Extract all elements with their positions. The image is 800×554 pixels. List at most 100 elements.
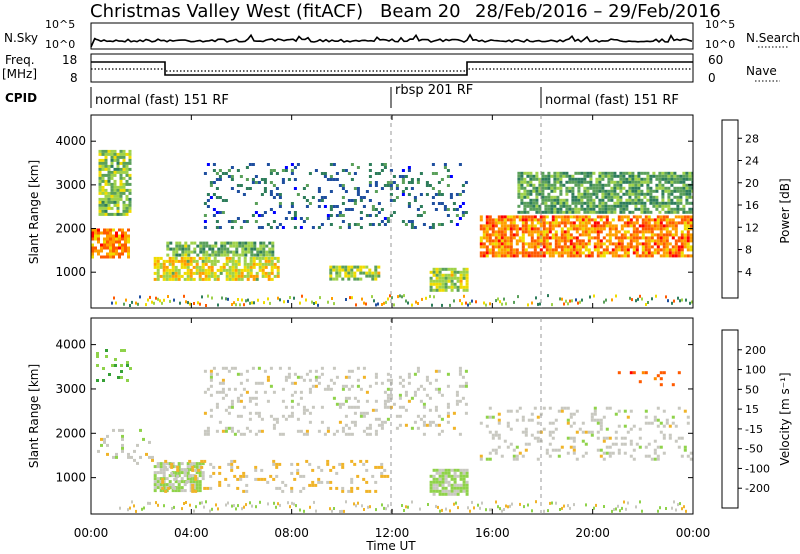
- heatmap-cell: [344, 208, 348, 211]
- heatmap-cell: [245, 299, 247, 303]
- heatmap-cell: [214, 241, 218, 245]
- heatmap-cell: [225, 268, 229, 272]
- heatmap-cell: [577, 189, 581, 193]
- heatmap-cell: [173, 298, 175, 302]
- heatmap-cell: [584, 230, 588, 234]
- heatmap-cell: [565, 189, 569, 193]
- heatmap-cell: [686, 221, 690, 225]
- heatmap-cell: [387, 504, 389, 508]
- heatmap-cell: [560, 248, 564, 252]
- heatmap-cell: [215, 172, 219, 175]
- heatmap-cell: [635, 245, 639, 249]
- heatmap-cell: [238, 241, 242, 245]
- heatmap-cell: [447, 276, 451, 280]
- heatmap-cell: [536, 242, 540, 246]
- heatmap-cell: [320, 468, 324, 472]
- heatmap-cell: [613, 508, 615, 511]
- heatmap-cell: [362, 265, 366, 269]
- heatmap-cell: [556, 186, 560, 190]
- heatmap-cell: [110, 155, 114, 159]
- heatmap-cell: [243, 505, 245, 509]
- heatmap-cell: [201, 265, 205, 269]
- heatmap-cell: [374, 268, 378, 272]
- heatmap-cell: [575, 239, 579, 243]
- heatmap-cell: [116, 155, 120, 159]
- heatmap-cell: [604, 207, 608, 211]
- heatmap-cell: [578, 224, 582, 228]
- heatmap-cell: [183, 262, 187, 266]
- heatmap-cell: [479, 454, 483, 458]
- heatmap-cell: [485, 424, 489, 428]
- heatmap-cell: [260, 193, 264, 196]
- heatmap-cell: [515, 215, 519, 219]
- heatmap-cell: [217, 250, 221, 254]
- heatmap-cell: [206, 432, 210, 436]
- heatmap-cell: [176, 474, 180, 478]
- heatmap-cell: [302, 408, 306, 412]
- heatmap-cell: [479, 236, 483, 240]
- heatmap-cell: [267, 502, 269, 506]
- heatmap-cell: [542, 221, 546, 225]
- heatmap-cell: [623, 251, 627, 255]
- heatmap-cell: [494, 218, 498, 222]
- heatmap-cell: [263, 477, 267, 481]
- heatmap-cell: [374, 489, 378, 493]
- heatmap-cell: [178, 244, 182, 248]
- heatmap-cell: [620, 227, 624, 231]
- heatmap-cell: [404, 408, 408, 412]
- heatmap-cell: [668, 221, 672, 225]
- heatmap-cell: [323, 175, 327, 178]
- heatmap-cell: [572, 251, 576, 255]
- heatmap-cell: [479, 245, 483, 249]
- heatmap-cell: [311, 196, 315, 199]
- heatmap-cell: [113, 296, 115, 300]
- heatmap-cell: [338, 211, 342, 214]
- heatmap-cell: [686, 230, 690, 234]
- heatmap-cell: [186, 274, 190, 278]
- heatmap-cell: [413, 390, 417, 394]
- heatmap-cell: [584, 221, 588, 225]
- heatmap-cell: [608, 242, 612, 246]
- heatmap-cell: [529, 180, 533, 184]
- heatmap-cell: [547, 183, 551, 187]
- heatmap-cell: [435, 477, 439, 481]
- heatmap-cell: [605, 224, 609, 228]
- heatmap-cell: [113, 173, 117, 177]
- heatmap-cell: [118, 255, 121, 259]
- heatmap-cell: [332, 178, 336, 181]
- heatmap-cell: [293, 502, 295, 506]
- heatmap-cell: [613, 186, 617, 190]
- heatmap-cell: [110, 158, 114, 162]
- heatmap-cell: [647, 301, 649, 304]
- heatmap-cell: [590, 418, 594, 422]
- heatmap-cell: [662, 254, 666, 258]
- heatmap-cell: [262, 250, 266, 254]
- heatmap-cell: [450, 279, 454, 283]
- heatmap-cell: [254, 181, 258, 184]
- heatmap-cell: [640, 189, 644, 193]
- heatmap-cell: [341, 384, 345, 388]
- colorbar-tick-label: 15: [745, 403, 759, 416]
- heatmap-cell: [106, 255, 109, 259]
- heatmap-cell: [443, 166, 447, 169]
- heatmap-cell: [329, 214, 333, 217]
- heatmap-cell: [511, 502, 513, 506]
- heatmap-cell: [509, 254, 513, 258]
- heatmap-cell: [106, 434, 109, 438]
- heatmap-cell: [305, 372, 309, 376]
- heatmap-cell: [254, 402, 258, 406]
- heatmap-cell: [201, 471, 205, 475]
- heatmap-cell: [673, 177, 677, 181]
- heatmap-cell: [550, 198, 554, 202]
- heatmap-cell: [375, 303, 377, 307]
- heatmap-cell: [450, 486, 454, 490]
- heatmap-cell: [586, 198, 590, 202]
- heatmap-cell: [575, 227, 579, 231]
- heatmap-cell: [365, 432, 369, 436]
- heatmap-cell: [643, 177, 647, 181]
- heatmap-cell: [272, 390, 276, 394]
- heatmap-cell: [566, 251, 570, 255]
- heatmap-cell: [109, 234, 112, 238]
- heatmap-cell: [523, 186, 527, 190]
- heatmap-cell: [172, 247, 176, 251]
